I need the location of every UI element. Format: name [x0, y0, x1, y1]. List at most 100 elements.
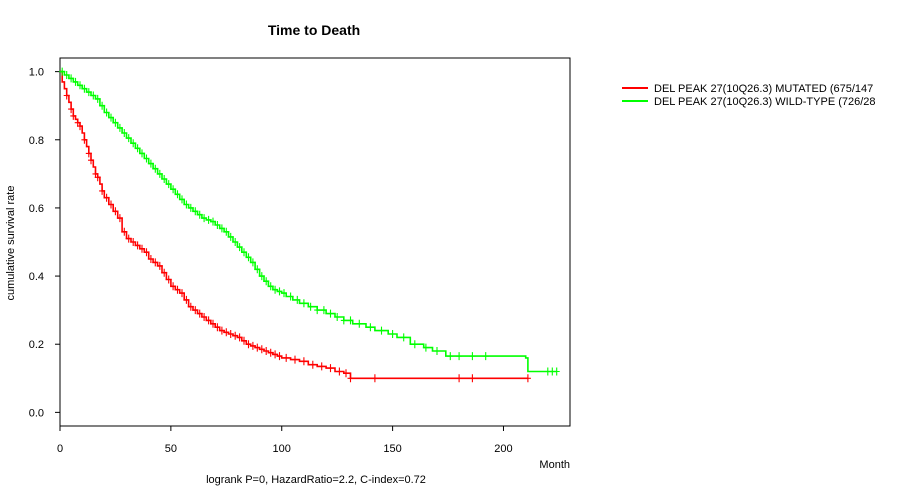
y-tick-label: 0.6: [29, 203, 44, 215]
censor-mark: [367, 323, 374, 332]
censor-mark: [85, 88, 92, 97]
x-tick-label: 100: [273, 443, 291, 455]
censor-mark: [108, 113, 114, 122]
censor-mark: [249, 341, 256, 350]
censor-mark: [327, 364, 334, 373]
censor-mark: [447, 352, 454, 361]
censor-mark: [287, 292, 294, 301]
censor-mark: [434, 347, 440, 355]
y-tick-label: 0.0: [29, 407, 44, 419]
censor-mark: [267, 348, 274, 357]
censor-mark: [320, 306, 327, 315]
censor-mark: [254, 265, 261, 274]
legend-label-wild-type: DEL PEAK 27(10Q26.3) WILD-TYPE (726/28: [654, 96, 876, 108]
survival-curve-0: [60, 70, 528, 380]
censor-mark: [267, 282, 274, 291]
censor-mark: [174, 190, 181, 199]
y-tick-label: 0.8: [29, 135, 44, 147]
censor-mark: [389, 330, 396, 338]
censor-mark: [152, 164, 159, 173]
stats-footer: logrank P=0, HazardRatio=2.2, C-index=0.…: [206, 474, 426, 486]
censor-mark: [343, 369, 349, 378]
censor-mark: [152, 258, 159, 267]
survival-curve-1: [60, 70, 557, 373]
censor-mark: [309, 360, 316, 369]
censor-mark: [227, 330, 234, 338]
censor-mark: [139, 244, 145, 253]
censor-mark: [156, 169, 163, 178]
censor-mark: [210, 217, 216, 226]
censor-mark: [147, 159, 154, 168]
censor-mark: [347, 374, 354, 383]
censor-mark: [263, 347, 270, 355]
censor-mark: [81, 84, 88, 93]
censor-mark: [422, 343, 429, 352]
x-axis: 0 50 100 150 200: [57, 426, 513, 455]
censor-mark: [94, 94, 101, 103]
censor-mark: [482, 352, 489, 361]
censor-mark: [218, 224, 225, 233]
censor-mark: [469, 352, 476, 361]
censor-mark: [125, 234, 132, 243]
censor-mark: [161, 268, 168, 277]
censor-mark: [336, 367, 343, 376]
censor-mark: [192, 306, 199, 315]
censor-mark: [223, 328, 230, 337]
censor-mark: [183, 295, 190, 304]
censor-mark: [300, 299, 307, 308]
x-tick-label: 200: [494, 443, 512, 455]
censor-mark: [147, 255, 154, 263]
censor-mark: [456, 352, 463, 361]
censor-mark: [165, 275, 172, 284]
censor-mark: [125, 134, 132, 143]
censor-mark: [281, 289, 287, 298]
censor-mark: [236, 243, 243, 252]
censor-mark: [245, 253, 252, 262]
censor-mark: [201, 313, 208, 321]
censor-mark: [205, 316, 212, 325]
censor-mark: [347, 316, 354, 325]
censor-mark: [214, 221, 221, 229]
censor-mark: [174, 285, 181, 294]
censor-mark: [201, 214, 208, 223]
censor-mark: [72, 77, 79, 86]
censor-mark: [85, 149, 92, 158]
censor-mark: [170, 185, 177, 194]
censor-mark: [241, 248, 247, 257]
censor-mark: [103, 108, 110, 117]
y-tick-label: 0.2: [29, 339, 44, 351]
y-axis: 0.0 0.2 0.4 0.6 0.8 1.0: [29, 67, 60, 419]
censor-mark: [371, 374, 378, 383]
censor-mark: [218, 326, 225, 335]
censor-mark: [258, 272, 265, 281]
censor-mark: [314, 306, 321, 315]
censor-mark: [245, 340, 252, 349]
censor-mark: [232, 331, 239, 340]
censor-mark: [130, 139, 137, 148]
censor-mark: [292, 355, 298, 364]
censor-mark: [130, 238, 137, 246]
censor-mark: [179, 195, 185, 204]
censor-mark: [411, 340, 418, 349]
censor-mark: [63, 91, 70, 100]
censor-mark: [187, 302, 194, 311]
censor-mark: [94, 173, 101, 182]
censor-mark: [300, 357, 307, 366]
censor-mark: [205, 215, 212, 224]
censor-mark: [400, 333, 407, 342]
censor-mark: [116, 123, 123, 132]
censor-mark: [356, 319, 363, 328]
x-tick-label: 150: [383, 443, 401, 455]
censor-mark: [553, 367, 560, 376]
y-tick-label: 1.0: [29, 67, 44, 79]
censor-mark: [121, 227, 128, 236]
censor-mark: [179, 289, 185, 298]
censor-mark: [165, 180, 172, 189]
censor-mark: [318, 362, 325, 371]
x-tick-label: 50: [165, 443, 177, 455]
legend-label-mutated: DEL PEAK 27(10Q26.3) MUTATED (675/147: [654, 83, 873, 95]
censor-mark: [103, 193, 110, 202]
censor-mark: [143, 154, 150, 163]
censor-mark: [294, 295, 301, 304]
censor-mark: [121, 129, 128, 137]
